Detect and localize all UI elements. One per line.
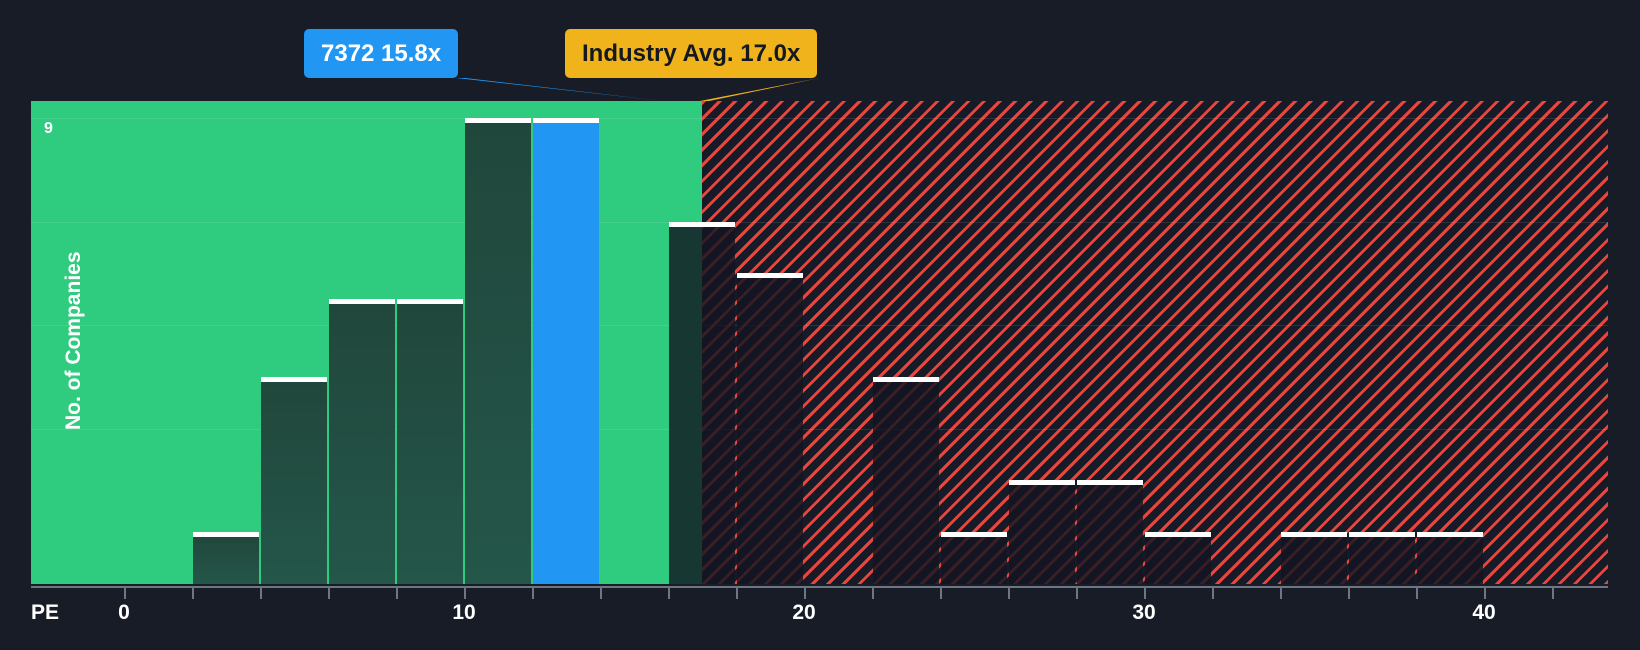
bar-top-cap: [669, 221, 735, 227]
bar[interactable]: [1077, 480, 1143, 584]
x-axis-tick: [124, 588, 126, 599]
bar[interactable]: [1281, 532, 1347, 584]
bar[interactable]: [1145, 532, 1211, 584]
x-axis-tick: [328, 588, 330, 599]
x-axis-tick: [260, 588, 262, 599]
x-axis-tick: [1416, 588, 1418, 599]
bar-highlighted[interactable]: [533, 118, 599, 584]
bar-top-cap: [329, 299, 395, 305]
bar-body: [533, 123, 599, 584]
bar-top-cap: [1417, 532, 1483, 538]
bar[interactable]: [1009, 480, 1075, 584]
bar-top-cap: [397, 299, 463, 305]
x-axis-tick: [396, 588, 398, 599]
bar-body: [261, 381, 327, 584]
bar-body: [669, 226, 735, 584]
gridline: [31, 221, 1608, 223]
callout-industry-average[interactable]: Industry Avg. 17.0x: [565, 29, 818, 78]
bar[interactable]: [873, 376, 939, 584]
plot-area: [31, 101, 1608, 584]
x-axis-tick: [1144, 588, 1146, 599]
x-axis-tick: [1484, 588, 1486, 599]
x-axis-tick: [600, 588, 602, 599]
bar-top-cap: [1281, 532, 1347, 538]
x-axis-tick: [804, 588, 806, 599]
x-axis-tick: [1008, 588, 1010, 599]
x-axis-tick-label: 30: [1132, 601, 1156, 624]
bar-top-cap: [465, 118, 531, 123]
x-axis-tick: [1552, 588, 1554, 599]
bar-body: [1145, 537, 1211, 584]
bar-body: [329, 304, 395, 584]
bar-top-cap: [1009, 480, 1075, 486]
x-axis-tick: [1212, 588, 1214, 599]
gridline: [31, 325, 1608, 327]
x-axis-tick: [532, 588, 534, 599]
x-axis-tick: [1076, 588, 1078, 599]
bar-body: [873, 381, 939, 584]
x-axis-tick-label: 0: [118, 601, 130, 624]
bar[interactable]: [193, 532, 259, 584]
bar-top-cap: [873, 376, 939, 382]
gridline: [31, 428, 1608, 430]
x-axis-line: [31, 586, 1608, 588]
bar-body: [1281, 537, 1347, 584]
bar[interactable]: [1417, 532, 1483, 584]
bar[interactable]: [465, 118, 531, 584]
x-axis-tick-label: 10: [452, 601, 476, 624]
bar-top-cap: [1349, 532, 1415, 538]
x-axis-tick: [668, 588, 670, 599]
bar-body: [193, 537, 259, 584]
bar-top-cap: [261, 376, 327, 382]
bar-body: [1077, 485, 1143, 584]
bar-body: [941, 537, 1007, 584]
bar-body: [737, 278, 803, 584]
bar-top-cap: [1145, 532, 1211, 538]
x-axis-tick: [940, 588, 942, 599]
bar-body: [1417, 537, 1483, 584]
bar-top-cap: [737, 273, 803, 279]
gridline: [31, 118, 1608, 119]
bar-top-cap: [941, 532, 1007, 538]
x-axis-tick: [1280, 588, 1282, 599]
x-axis-tick: [1348, 588, 1350, 599]
bar[interactable]: [941, 532, 1007, 584]
callout-company[interactable]: 7372 15.8x: [304, 29, 459, 78]
bar[interactable]: [261, 376, 327, 584]
bar[interactable]: [669, 221, 735, 584]
bar-body: [1349, 537, 1415, 584]
y-axis-title: No. of Companies: [62, 251, 85, 430]
valuation-zone-overvalued: [702, 101, 1608, 584]
x-axis-tick: [872, 588, 874, 599]
bar-top-cap: [193, 532, 259, 538]
bar-body: [397, 304, 463, 584]
bar[interactable]: [737, 273, 803, 584]
x-axis-tick: [464, 588, 466, 599]
callout-pointer-industry-average: [700, 78, 820, 101]
bar[interactable]: [397, 299, 463, 584]
callout-pointer-company: [456, 78, 664, 101]
x-axis-tick: [736, 588, 738, 599]
bar[interactable]: [329, 299, 395, 584]
bar-body: [465, 123, 531, 584]
bar[interactable]: [1349, 532, 1415, 584]
y-axis-max-label: 9: [44, 120, 54, 137]
x-axis-tick-label: 20: [792, 601, 816, 624]
x-axis-prefix-label: PE: [31, 601, 60, 624]
bar-top-cap: [1077, 480, 1143, 486]
x-axis-tick: [192, 588, 194, 599]
x-axis-tick-label: 40: [1472, 601, 1496, 624]
bar-body: [1009, 485, 1075, 584]
bar-top-cap: [533, 118, 599, 123]
